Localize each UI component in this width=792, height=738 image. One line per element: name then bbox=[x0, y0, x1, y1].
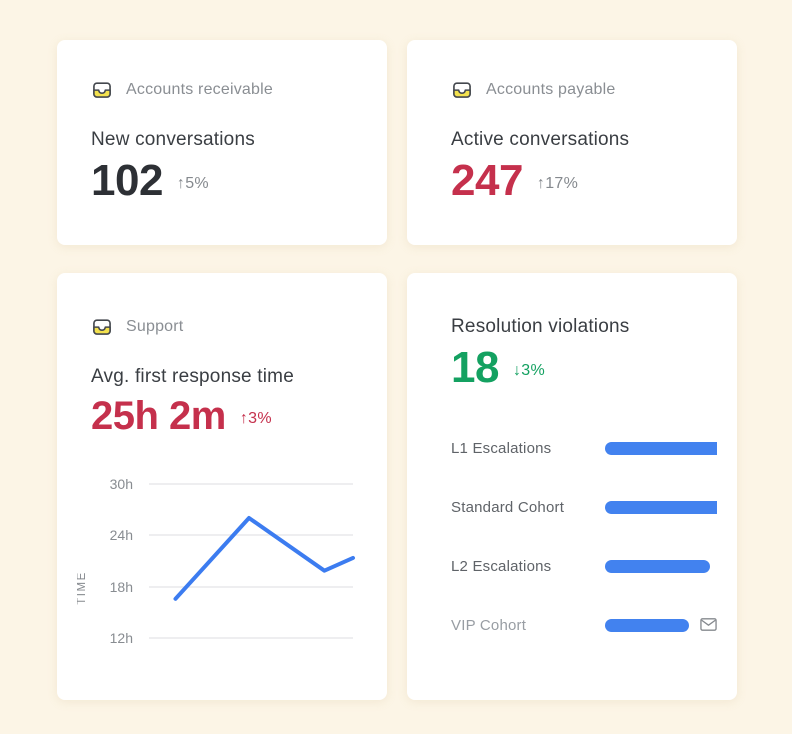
card-accounts-payable: Accounts payable Active conversations 24… bbox=[407, 40, 737, 245]
metric-value-row: 25h 2m ↑3% bbox=[91, 394, 357, 438]
metric-label: Avg. first response time bbox=[91, 366, 294, 387]
card-accounts-receivable: Accounts receivable New conversations 10… bbox=[57, 40, 387, 245]
metric-value: 247 bbox=[451, 156, 523, 205]
metric-label: Active conversations bbox=[451, 129, 630, 150]
response-time-chart: TIME 30h 24h 18h 12h bbox=[77, 476, 355, 646]
y-tick: 24h bbox=[110, 527, 133, 543]
bottom-edge-strip bbox=[0, 734, 792, 738]
card-tag-row: Accounts payable bbox=[451, 78, 717, 102]
y-axis-label: TIME bbox=[77, 571, 88, 604]
bar-row-l2-escalations: L2 Escalations bbox=[451, 556, 717, 576]
dashboard-grid: Accounts receivable New conversations 10… bbox=[57, 40, 737, 700]
metric-value-row: 247 ↑17% bbox=[451, 156, 717, 205]
metric-delta: ↓3% bbox=[512, 362, 545, 380]
metric-value: 25h 2m bbox=[91, 394, 226, 438]
response-time-line bbox=[173, 516, 355, 601]
card-tag: Accounts receivable bbox=[126, 81, 273, 98]
violation-bar bbox=[605, 441, 717, 455]
card-resolution-violations: Resolution violations 18 ↓3% L1 Escalati… bbox=[407, 273, 737, 700]
violation-bar bbox=[605, 559, 711, 573]
card-tag-row: Accounts receivable bbox=[91, 78, 357, 102]
card-support: Support Avg. first response time 25h 2m … bbox=[57, 273, 387, 700]
violation-bar bbox=[605, 500, 717, 514]
bar-row-l1-escalations: L1 Escalations bbox=[451, 438, 717, 458]
violation-bar bbox=[605, 618, 689, 632]
card-tag-row: Support bbox=[91, 315, 357, 339]
bar-row-label: Standard Cohort bbox=[451, 498, 565, 516]
card-tag: Support bbox=[126, 318, 184, 335]
metric-delta: ↑17% bbox=[536, 175, 579, 193]
bar-track bbox=[605, 618, 717, 632]
bar-row-vip-cohort: VIP Cohort bbox=[451, 615, 717, 635]
inbox-icon bbox=[91, 316, 113, 338]
metric-value-row: 18 ↓3% bbox=[451, 343, 717, 392]
metric-value: 102 bbox=[91, 156, 163, 205]
bar-track bbox=[605, 500, 717, 514]
card-tag: Accounts payable bbox=[486, 81, 616, 98]
bar-row-label: VIP Cohort bbox=[451, 616, 527, 634]
bar-track bbox=[605, 559, 717, 573]
metric-delta: ↑3% bbox=[239, 410, 272, 427]
bar-row-label: L1 Escalations bbox=[451, 439, 552, 457]
metric-value-row: 102 ↑5% bbox=[91, 156, 357, 205]
y-tick: 18h bbox=[110, 579, 133, 595]
envelope-icon[interactable] bbox=[700, 617, 717, 637]
y-tick: 30h bbox=[110, 476, 133, 492]
bar-row-standard-cohort: Standard Cohort bbox=[451, 497, 717, 517]
card-title: Resolution violations bbox=[451, 316, 630, 337]
bar-row-label: L2 Escalations bbox=[451, 557, 552, 575]
violation-bar-list: L1 Escalations Standard Cohort L2 Escala… bbox=[451, 438, 717, 635]
inbox-icon bbox=[451, 79, 473, 101]
metric-delta: ↑5% bbox=[176, 175, 209, 193]
metric-label: New conversations bbox=[91, 129, 255, 150]
inbox-icon bbox=[91, 79, 113, 101]
y-tick: 12h bbox=[110, 630, 133, 646]
metric-value: 18 bbox=[451, 343, 499, 392]
bar-track bbox=[605, 441, 717, 455]
